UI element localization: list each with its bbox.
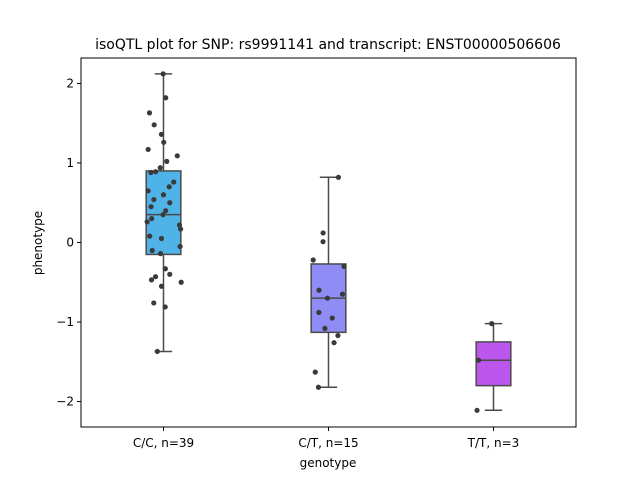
data-point (151, 300, 157, 306)
y-axis-label: phenotype (31, 211, 45, 275)
data-point (151, 196, 157, 203)
data-point (152, 274, 159, 280)
data-point (178, 279, 184, 285)
data-point (475, 357, 482, 363)
data-point (335, 332, 341, 339)
data-point (339, 291, 346, 297)
data-point (153, 169, 159, 175)
data-point (162, 304, 168, 310)
data-point (160, 212, 166, 218)
data-point (148, 277, 155, 283)
data-point (157, 251, 164, 257)
data-point (158, 283, 165, 289)
data-point (322, 325, 328, 331)
data-point (157, 165, 163, 171)
data-point (148, 169, 154, 176)
data-point (167, 200, 173, 206)
data-point (158, 235, 165, 242)
data-point (162, 266, 168, 272)
x-axis-label: genotype (300, 456, 357, 470)
box (475, 341, 512, 387)
data-point (176, 222, 183, 228)
data-point (474, 407, 480, 413)
x-tick-label: C/T, n=15 (298, 436, 358, 450)
data-point (147, 233, 153, 239)
data-point (167, 271, 173, 277)
data-point (316, 309, 322, 316)
data-point (146, 110, 153, 116)
data-point (161, 139, 167, 145)
data-point (160, 71, 166, 77)
data-point (174, 153, 180, 159)
data-point (149, 216, 155, 222)
data-point (145, 146, 151, 153)
plot-area: −2 −1 0 1 2 C/C, n=39 C/T, n=15 T/T, n=3 (56, 57, 577, 450)
data-point (164, 158, 170, 164)
data-point (144, 219, 150, 225)
data-point (177, 243, 183, 250)
data-point (312, 369, 318, 375)
chart-title: isoQTL plot for SNP: rs9991141 and trans… (95, 37, 561, 53)
data-point (145, 188, 151, 194)
data-point (331, 340, 337, 346)
data-point (335, 174, 342, 180)
data-point (163, 208, 169, 214)
y-tick-label: −2 (56, 395, 74, 409)
data-point (489, 321, 495, 327)
data-point (329, 315, 335, 321)
data-point (320, 230, 326, 236)
y-tick-label: −1 (56, 315, 74, 329)
data-point (166, 184, 172, 190)
data-point (149, 247, 155, 254)
data-point (154, 348, 160, 355)
data-point (148, 204, 154, 210)
data-point (320, 239, 326, 245)
data-point (160, 192, 167, 198)
x-tick-label: C/C, n=39 (133, 436, 194, 450)
data-point (158, 131, 165, 137)
data-point (171, 179, 177, 185)
data-point (324, 295, 331, 301)
axes-frame (80, 57, 577, 428)
data-point (316, 287, 322, 293)
data-point (151, 122, 157, 128)
y-tick-label: 1 (66, 156, 74, 170)
y-tick-label: 2 (66, 76, 74, 90)
data-point (341, 263, 347, 269)
data-point (310, 257, 316, 263)
x-tick-label: T/T, n=3 (467, 436, 520, 450)
y-tick-label: 0 (66, 236, 74, 250)
data-point (315, 384, 322, 390)
data-point (163, 95, 169, 101)
data-point (177, 226, 184, 232)
